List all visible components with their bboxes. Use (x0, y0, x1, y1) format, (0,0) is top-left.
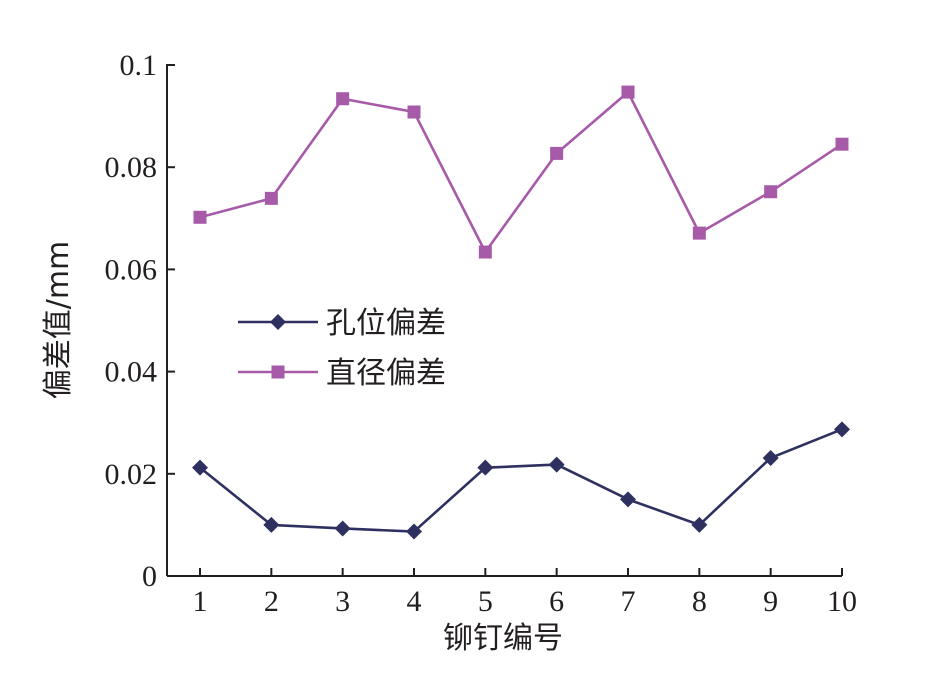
x-tick-label: 2 (264, 585, 279, 618)
x-axis-ticks: 1 2 3 4 5 6 7 8 9 10 (193, 568, 857, 618)
x-tick-label: 10 (827, 585, 857, 618)
data-point (764, 185, 778, 199)
y-tick-label: 0 (142, 560, 157, 593)
legend-swatch-marker (271, 365, 285, 379)
y-axis-ticks: 0 0.02 0.04 0.06 0.08 0.1 (105, 49, 175, 593)
y-tick-label: 0.06 (105, 253, 158, 286)
x-axis-label: 铆钉编号 (443, 621, 563, 656)
data-point (407, 105, 421, 119)
data-point (691, 516, 708, 533)
data-point (692, 226, 706, 240)
x-tick-label: 9 (763, 585, 778, 618)
data-point (264, 191, 278, 205)
data-point (192, 459, 208, 476)
series-line (199, 428, 843, 533)
data-point (193, 210, 207, 224)
legend-item-2: 直径偏差 (238, 356, 446, 391)
data-point (548, 456, 565, 473)
data-point (620, 491, 636, 508)
data-point (550, 146, 564, 160)
data-point (263, 516, 280, 533)
legend-label: 直径偏差 (326, 356, 446, 391)
axes (166, 64, 842, 577)
series-2 (193, 85, 849, 259)
legend-label: 孔位偏差 (326, 306, 446, 341)
y-tick-label: 0.1 (120, 49, 158, 82)
data-point (406, 523, 422, 540)
data-point (336, 92, 350, 106)
series-1 (192, 421, 850, 540)
y-tick-label: 0.08 (105, 151, 158, 184)
x-tick-label: 8 (692, 585, 707, 618)
data-point (834, 421, 850, 438)
data-point (762, 449, 779, 466)
x-tick-label: 7 (621, 585, 636, 618)
legend-item-1: 孔位偏差 (238, 306, 446, 341)
x-tick-label: 5 (478, 585, 493, 618)
data-point (477, 459, 494, 476)
x-tick-label: 4 (407, 585, 422, 618)
data-point (835, 137, 849, 151)
x-tick-label: 6 (549, 585, 564, 618)
series-line (199, 90, 843, 254)
x-tick-label: 3 (335, 585, 350, 618)
data-point (334, 520, 351, 537)
data-point (621, 85, 635, 99)
legend-swatch-marker (270, 314, 286, 330)
y-tick-label: 0.02 (105, 458, 158, 491)
series-group (192, 85, 850, 540)
y-axis-label: 偏差值/mm (41, 241, 76, 400)
x-tick-label: 1 (193, 585, 208, 618)
y-tick-label: 0.04 (105, 356, 158, 389)
data-point (478, 245, 492, 259)
